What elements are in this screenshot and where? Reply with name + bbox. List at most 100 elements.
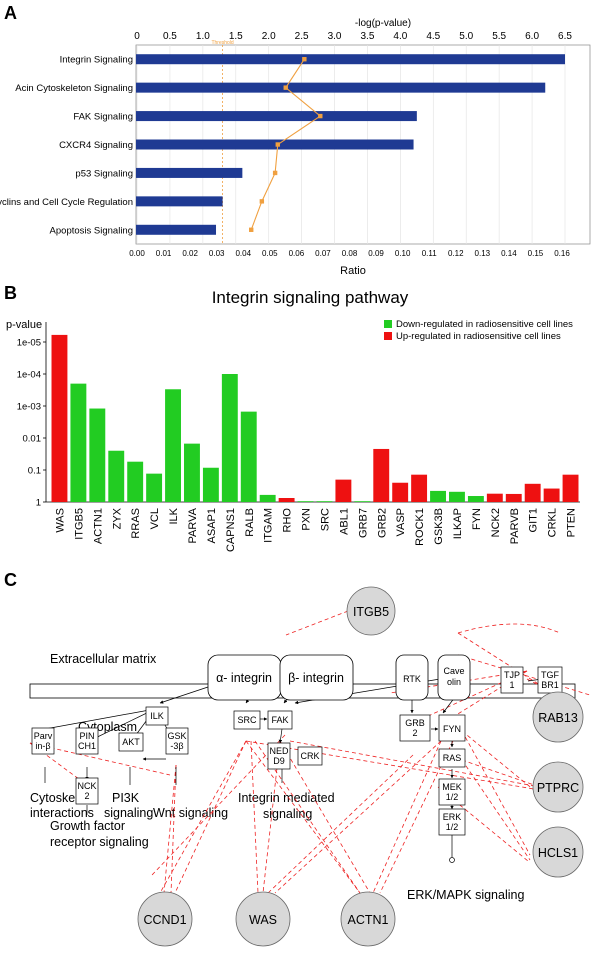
chart-a-top-tick: 4.0 [393, 31, 407, 42]
chart-b-bar [524, 483, 541, 502]
edge [372, 740, 442, 894]
edge [461, 759, 541, 788]
chart-b-legend-swatch [384, 320, 392, 328]
svg-text:GRB: GRB [405, 718, 425, 728]
chart-b-ytick-label: 1e-05 [17, 338, 41, 349]
chart-a-bar [136, 54, 565, 65]
edge [425, 670, 528, 718]
svg-text:BR1: BR1 [541, 680, 559, 690]
edge [461, 730, 531, 856]
edge [457, 654, 591, 696]
chart-b-ytick-label: 0.1 [28, 466, 41, 477]
chart-a-bottom-tick: 0.13 [475, 249, 491, 258]
circle-rab13: RAB13 [532, 691, 584, 743]
edge [457, 632, 541, 686]
chart-a-bar [136, 82, 546, 93]
chart-a-top-tick: 5.0 [459, 31, 473, 42]
erk-signaling-label: ERK/MAPK signaling [407, 888, 524, 902]
svg-text:FYN: FYN [443, 724, 461, 734]
svg-text:WAS: WAS [249, 913, 277, 927]
chart-a-top-tick: 5.5 [492, 31, 506, 42]
svg-text:AKT: AKT [122, 737, 140, 747]
chart-a-bar [136, 196, 223, 207]
chart-b-category-label: GRB7 [357, 508, 369, 538]
chart-a-top-tick: 1.5 [229, 31, 243, 42]
svg-text:in-β: in-β [35, 741, 50, 751]
chart-a-category-label: FAK Signaling [73, 112, 133, 123]
chart-a-category-label: Cyclins and Cell Cycle Regulation [0, 197, 133, 208]
chart-a-ratio-point [283, 85, 288, 90]
chart-b-category-label: ILKAP [452, 508, 464, 539]
chart-b-title: Integrin signaling pathway [212, 288, 409, 307]
svg-text:-3β: -3β [170, 741, 183, 751]
circle-ccnd1: CCND1 [137, 891, 193, 947]
svg-text:PIN: PIN [79, 731, 94, 741]
chart-a-bottom-tick: 0.05 [262, 249, 278, 258]
chart-a-top-axis-label: -log(p-value) [355, 18, 411, 29]
chart-b-category-label: RRAS [130, 508, 142, 539]
chart-b-ytick-label: 0.01 [23, 434, 42, 445]
tjp1-box: TJP 1 [500, 666, 524, 694]
chart-a-bottom-tick: 0.08 [342, 249, 358, 258]
chart-a-bottom-tick: 0.16 [554, 249, 570, 258]
node-gsk3b: GSK-3β [165, 727, 189, 755]
chart-b-bar [430, 490, 446, 502]
svg-text:TJP: TJP [504, 670, 520, 680]
svg-text:ITGB5: ITGB5 [353, 605, 389, 619]
chart-b-bar [146, 473, 163, 502]
edge [163, 764, 177, 894]
ecm-label: Extracellular matrix [50, 652, 157, 666]
chart-b-legend-swatch [384, 332, 392, 340]
chart-b-bar [467, 496, 484, 502]
svg-text:HCLS1: HCLS1 [538, 846, 578, 860]
circle-hcls1: HCLS1 [532, 826, 584, 878]
svg-text:2: 2 [84, 791, 89, 801]
svg-text:Cave: Cave [443, 666, 464, 676]
wnt-label: Wnt signaling [153, 806, 228, 820]
node-crk: CRK [297, 746, 323, 766]
chart-b-category-label: ITGB5 [73, 508, 85, 540]
chart-b-category-label: PTEN [566, 508, 578, 537]
tgfbr1-box: TGF BR1 [537, 666, 563, 694]
rtk-box: RTK [395, 654, 429, 701]
chart-b-bar [316, 501, 333, 502]
svg-text:TGF: TGF [541, 670, 559, 680]
edge [170, 764, 177, 894]
chart-b-bar [108, 450, 125, 502]
chart-b-category-label: RALB [244, 508, 256, 537]
circle-itgb5: ITGB5 [346, 586, 396, 636]
node-ras: RAS [438, 748, 466, 768]
chart-b-ylabel: p-value [6, 319, 42, 331]
chart-b-bar [51, 334, 68, 502]
chart-a-bottom-axis-label: Ratio [340, 265, 366, 277]
svg-text:CRK: CRK [300, 751, 319, 761]
chart-b-bar [89, 408, 106, 502]
chart-b-ytick-label: 1e-04 [17, 370, 41, 381]
svg-text:α- integrin: α- integrin [216, 671, 272, 685]
chart-a-top-tick: 6.0 [525, 31, 539, 42]
chart-a-ratio-point [302, 57, 307, 62]
svg-text:ACTN1: ACTN1 [348, 913, 389, 927]
chart-a-category-label: Apoptosis Signaling [50, 225, 133, 236]
beta-integrin-box: β- integrin [279, 654, 354, 701]
chart-b-category-label: GRB2 [376, 508, 388, 538]
chart-b-bar [335, 479, 352, 502]
panel-a-label: A [4, 3, 17, 23]
chart-a-top-tick: 1.0 [196, 31, 210, 42]
chart-a-bottom-tick: 0.14 [501, 249, 517, 258]
node-nck2: NCK2 [75, 777, 99, 805]
svg-text:2: 2 [412, 728, 417, 738]
chart-a-ratio-point [249, 227, 254, 232]
chart-b-bar [354, 501, 371, 502]
caveolin-box: Cave olin [437, 654, 471, 701]
svg-text:PTPRC: PTPRC [537, 781, 579, 795]
edge [262, 740, 281, 894]
svg-text:ERK: ERK [443, 812, 462, 822]
chart-b-category-label: VASP [395, 508, 407, 537]
chart-a-bottom-tick: 0.04 [235, 249, 251, 258]
chart-b-bar [373, 448, 390, 502]
